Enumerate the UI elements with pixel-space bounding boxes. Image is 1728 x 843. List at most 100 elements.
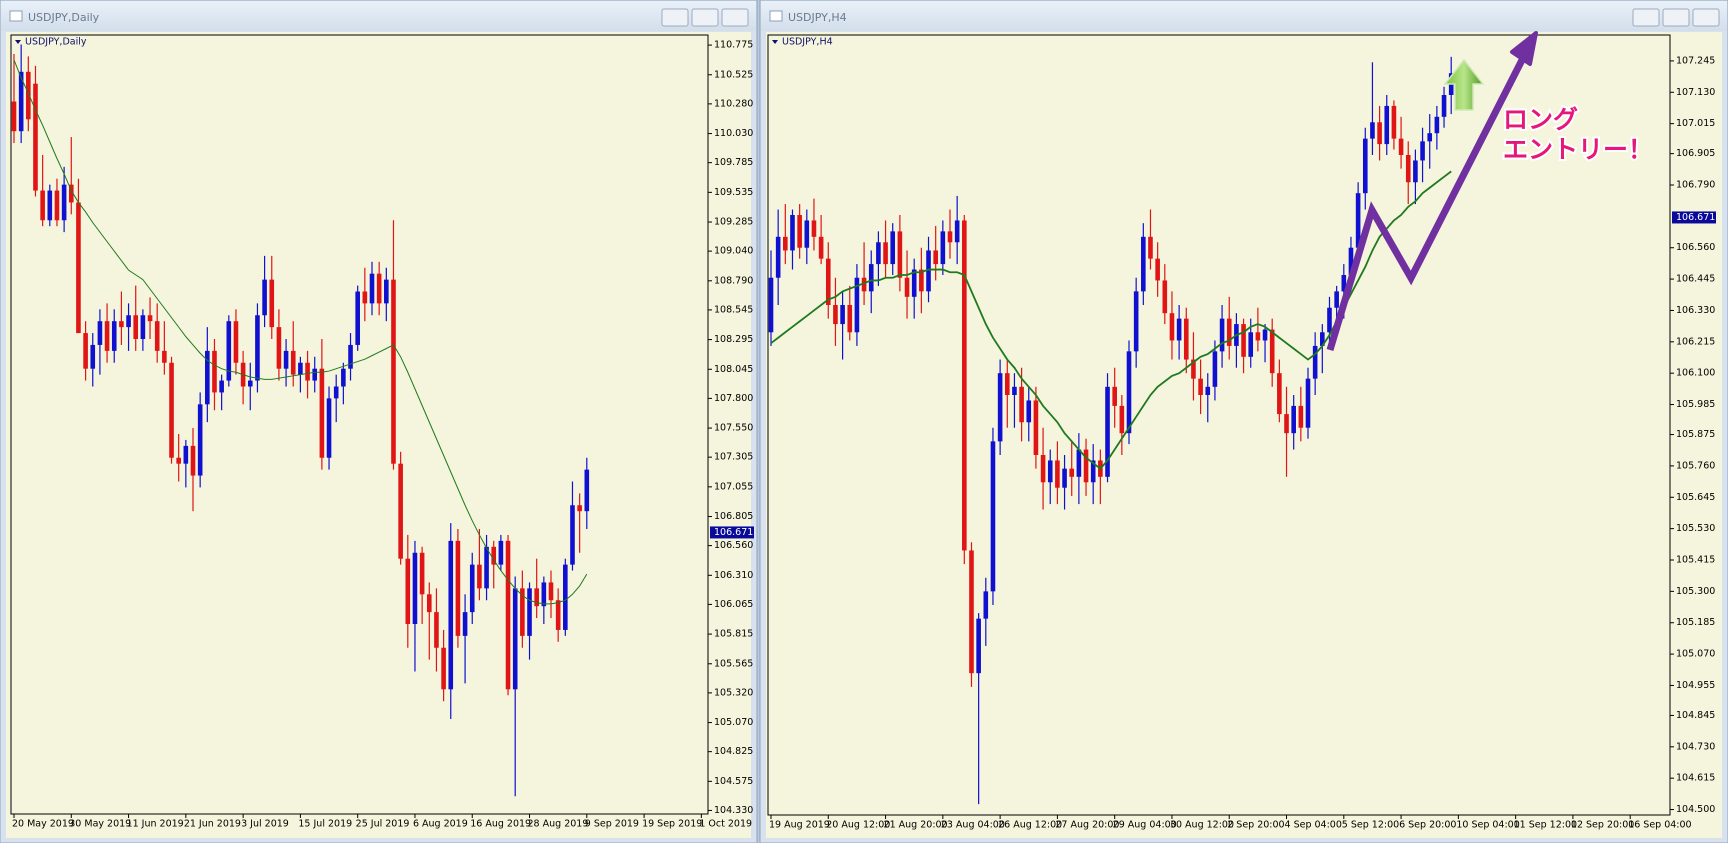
y-tick-label: 105.185 xyxy=(1676,617,1715,628)
y-tick-label: 107.130 xyxy=(1676,87,1715,98)
candle-body xyxy=(983,591,989,619)
candle-body xyxy=(247,380,253,387)
candle-body xyxy=(448,540,454,690)
candle-body xyxy=(890,231,896,265)
candle-body xyxy=(1040,455,1046,483)
candle-body xyxy=(276,327,282,369)
y-tick-label: 106.560 xyxy=(714,540,753,551)
candle-body xyxy=(1126,351,1132,434)
candle-body xyxy=(290,350,296,375)
close-button[interactable] xyxy=(721,8,749,27)
x-tick-label: 1 Oct 2019 xyxy=(699,819,752,830)
x-tick-label: 19 Sep 2019 xyxy=(642,819,702,830)
minimize-button[interactable] xyxy=(661,8,689,27)
candle-body xyxy=(1398,138,1404,155)
y-tick-label: 104.845 xyxy=(1676,710,1715,721)
candle-body xyxy=(205,350,210,405)
candle-body xyxy=(548,582,554,601)
candle-body xyxy=(1191,359,1196,379)
y-tick-label: 104.825 xyxy=(714,746,753,757)
candle-body xyxy=(455,540,461,636)
candle-body xyxy=(68,184,74,203)
y-tick-label: 106.310 xyxy=(714,570,753,581)
candle-body xyxy=(1420,141,1425,161)
x-tick-label: 3 Jul 2019 xyxy=(241,819,289,830)
candle-body xyxy=(312,368,318,381)
y-tick-label: 106.100 xyxy=(1676,368,1715,379)
candle-body xyxy=(1176,318,1182,341)
candle-body xyxy=(783,236,788,251)
candle-body xyxy=(1205,386,1211,395)
candle-body xyxy=(861,277,867,292)
y-tick-label: 105.300 xyxy=(1676,586,1715,597)
chart-title: USDJPY,Daily xyxy=(25,37,87,48)
candle-body xyxy=(1105,386,1110,477)
candle-body xyxy=(1248,332,1254,357)
y-tick-label: 107.550 xyxy=(714,423,753,434)
y-tick-label: 106.905 xyxy=(1676,148,1715,159)
candle-body xyxy=(940,231,946,265)
x-tick-label: 11 Jun 2019 xyxy=(127,819,184,830)
candle-body xyxy=(384,279,389,304)
candle-body xyxy=(926,250,931,292)
y-tick-label: 105.645 xyxy=(1676,492,1715,503)
minimize-button[interactable] xyxy=(1632,8,1660,27)
candle-body xyxy=(962,220,967,551)
candle-body xyxy=(491,546,497,565)
candle-body xyxy=(83,333,88,369)
candle-body xyxy=(876,242,881,265)
candle-body xyxy=(505,540,511,690)
y-tick-label: 104.730 xyxy=(1676,741,1715,752)
candle-body xyxy=(54,190,60,221)
window-title: USDJPY,H4 xyxy=(788,11,847,24)
candle-body xyxy=(197,404,203,476)
plot-border xyxy=(10,34,709,815)
candle-body xyxy=(933,250,938,265)
x-tick-label: 12 Sep 20:00 xyxy=(1571,820,1634,831)
candle-body xyxy=(897,231,903,278)
candle-body xyxy=(1055,460,1060,488)
candle-body xyxy=(1155,258,1160,281)
x-tick-label: 25 Jul 2019 xyxy=(356,819,410,830)
candle-body xyxy=(391,279,396,464)
candle-body xyxy=(1169,313,1175,341)
y-tick-label: 109.040 xyxy=(714,246,753,257)
x-tick-label: 21 Jun 2019 xyxy=(184,819,241,830)
x-tick-label: 10 Sep 04:00 xyxy=(1456,820,1519,831)
x-tick-label: 2 Sep 20:00 xyxy=(1227,820,1284,831)
maximize-button[interactable] xyxy=(1662,8,1690,27)
close-button[interactable] xyxy=(1692,8,1720,27)
candle-body xyxy=(1370,122,1375,139)
x-tick-label: 27 Aug 20:00 xyxy=(1055,820,1119,831)
candle-body xyxy=(298,362,303,375)
candle-body xyxy=(305,362,310,381)
candle-body xyxy=(997,373,1003,442)
title-bar xyxy=(761,1,1727,31)
candle-body xyxy=(362,291,368,304)
candle-body xyxy=(426,594,432,613)
candle-body xyxy=(233,321,239,363)
candle-body xyxy=(341,368,346,387)
candle-body xyxy=(183,445,189,464)
candle-body xyxy=(176,457,181,464)
candle-body xyxy=(1391,105,1397,139)
annotation: ロング xyxy=(1503,105,1578,134)
candle-body xyxy=(854,277,860,333)
candle-body xyxy=(847,305,853,333)
y-tick-label: 106.215 xyxy=(1676,336,1715,347)
candle-body xyxy=(462,612,468,636)
candle-body xyxy=(33,83,38,191)
candle-body xyxy=(1133,291,1139,352)
x-tick-label: 6 Sep 20:00 xyxy=(1399,820,1456,831)
x-tick-label: 21 Aug 20:00 xyxy=(884,820,948,831)
candle-body xyxy=(18,71,24,132)
candle-body xyxy=(1320,332,1325,346)
y-tick-label: 105.985 xyxy=(1676,399,1715,410)
candle-body xyxy=(1291,405,1296,434)
title-bar xyxy=(1,1,756,31)
candle-body xyxy=(825,258,831,305)
maximize-button[interactable] xyxy=(691,8,719,27)
candle-body xyxy=(283,350,289,369)
chart-menu-triangle xyxy=(772,40,778,44)
y-tick-label: 106.560 xyxy=(1676,242,1715,253)
